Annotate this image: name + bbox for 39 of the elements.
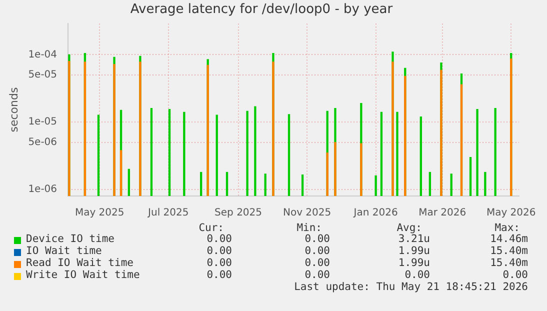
- text: 0.00: [206, 245, 232, 257]
- legend-label: Device IO time: [26, 233, 115, 245]
- x-tick-label: May 2025: [74, 208, 124, 219]
- x-tick-label: Sep 2025: [214, 208, 262, 219]
- x-tick-label: Jan 2026: [352, 208, 398, 219]
- text: 0.00: [206, 233, 232, 245]
- y-tick-label: 1e-05: [28, 116, 58, 128]
- y-tick-label: 1e-06: [28, 184, 58, 196]
- y-tick-label: 5e-05: [28, 70, 58, 81]
- text: 3.21u: [398, 233, 430, 245]
- text: 14.46m: [490, 233, 528, 245]
- x-tick-label: Jul 2025: [147, 208, 189, 219]
- y-tick-label: 1e-04: [28, 49, 58, 60]
- text: Last update: Thu May 21 18:45:21 2026: [294, 281, 528, 293]
- chart-title: Average latency for /dev/loop0 - by year: [130, 2, 394, 18]
- x-tick-label: May 2026: [486, 208, 536, 219]
- text: 15.40m: [490, 245, 528, 257]
- text: 0.00: [304, 269, 330, 281]
- legend-label: Read IO Wait time: [26, 257, 134, 269]
- text: 0.00: [206, 257, 232, 269]
- legend-label: IO Wait time: [26, 245, 102, 257]
- text: 0.00: [404, 269, 430, 281]
- legend-label: Write IO Wait time: [26, 269, 140, 281]
- text: 1.99u: [398, 245, 430, 257]
- text: Cur:: [198, 222, 224, 234]
- text: 0.00: [304, 257, 330, 269]
- text: Avg:: [396, 222, 422, 234]
- text: 1.99u: [398, 257, 430, 269]
- x-tick-label: Mar 2026: [418, 208, 466, 219]
- text: 0.00: [502, 269, 528, 281]
- text: Min:: [296, 222, 322, 234]
- y-tick-label: 5e-06: [28, 136, 58, 148]
- text: 0.00: [206, 269, 232, 281]
- text: 15.40m: [490, 257, 528, 269]
- y-axis-title: seconds: [7, 87, 20, 132]
- x-tick-label: Nov 2025: [282, 208, 332, 219]
- text: Max:: [494, 222, 520, 234]
- text: 0.00: [304, 245, 330, 257]
- text: 0.00: [304, 233, 330, 245]
